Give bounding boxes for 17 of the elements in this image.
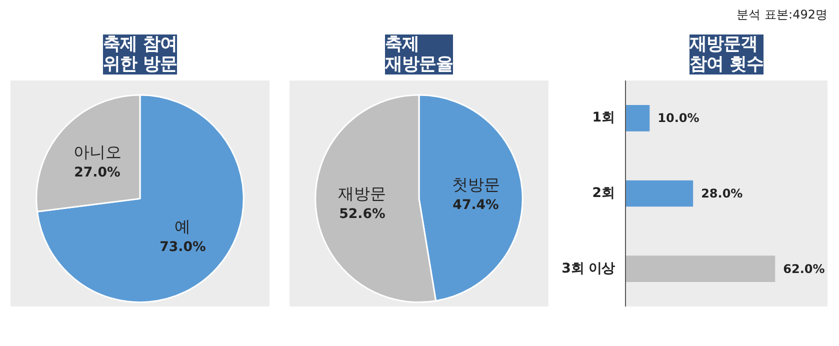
data-label: 47.4% [452, 198, 499, 214]
chart-title: 축제 참여 위한 방문 [102, 34, 178, 74]
y-tick-label: 1회 [592, 110, 615, 126]
chart-title: 축제 재방문율 [384, 34, 453, 74]
data-label: 28.0% [701, 186, 743, 200]
slice-label: 재방문 [338, 184, 386, 204]
text: 분석 표본:492명 [736, 8, 828, 22]
data-label: 52.6% [339, 207, 386, 222]
data-label: 27.0% [74, 165, 120, 180]
data-label: 10.0% [658, 111, 700, 126]
slice-label: 예 [174, 217, 191, 236]
slice-label: 첫방문 [452, 175, 500, 194]
y-tick-label: 3회 이상 [562, 261, 615, 276]
slice-label: 아니오 [73, 142, 122, 162]
data-label: 62.0% [783, 262, 825, 276]
y-tick-label: 2회 [592, 186, 615, 201]
data-label: 73.0% [160, 240, 206, 255]
